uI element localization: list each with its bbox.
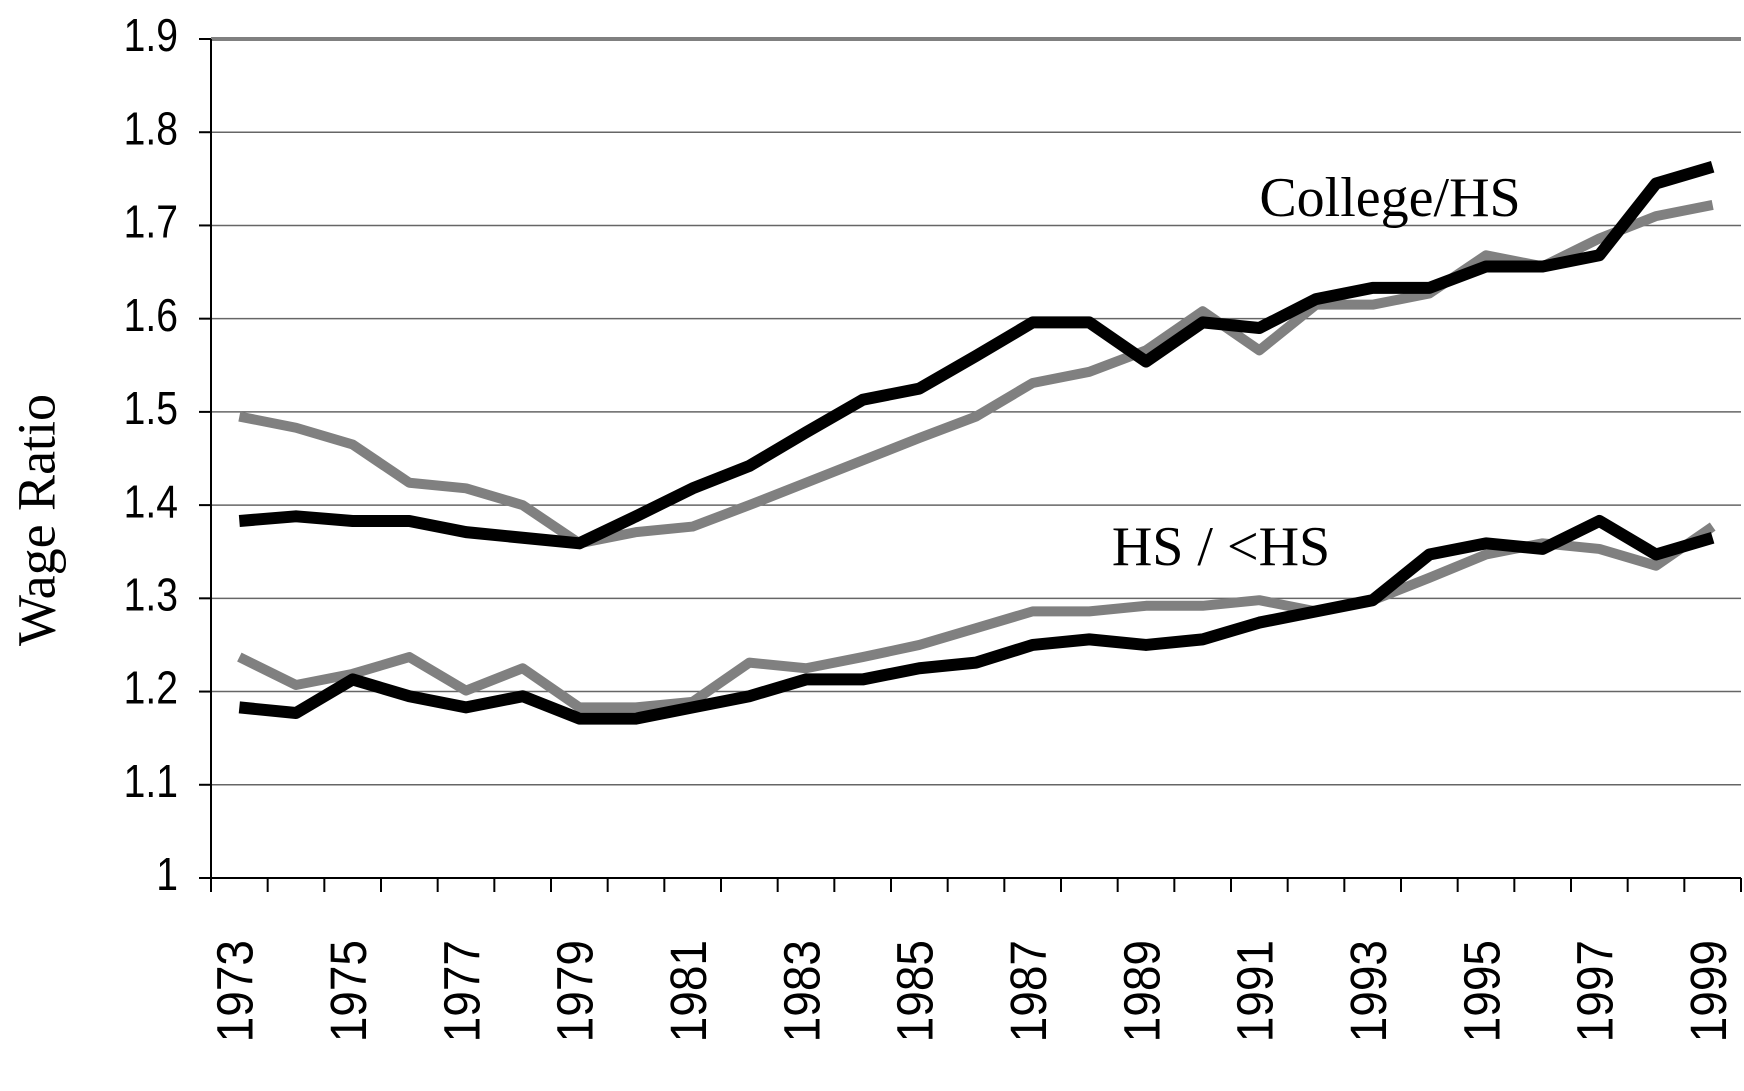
x-tick-label: 1979 xyxy=(548,940,605,1042)
x-tick-label: 1989 xyxy=(1114,940,1171,1042)
y-axis-title: Wage Ratio xyxy=(6,394,66,646)
y-tick-label: 1.7 xyxy=(124,197,178,249)
x-tick-label: 1973 xyxy=(208,940,265,1042)
series-line xyxy=(238,200,1714,549)
x-tick-label: 1987 xyxy=(1001,940,1058,1042)
x-tick-label: 1999 xyxy=(1681,940,1738,1042)
y-tick-label: 1.1 xyxy=(124,756,178,808)
x-tick-label: 1993 xyxy=(1341,940,1398,1042)
x-tick-label: 1995 xyxy=(1454,940,1511,1042)
y-tick-label: 1.9 xyxy=(124,10,178,62)
x-tick-label: 1985 xyxy=(888,940,945,1042)
x-tick-label: 1983 xyxy=(774,940,831,1042)
y-tick-label: 1.2 xyxy=(124,663,178,715)
y-tick-label: 1.3 xyxy=(124,570,178,622)
y-tick-label: 1.6 xyxy=(124,290,178,342)
x-tick-label: 1991 xyxy=(1228,940,1285,1042)
y-tick-label: 1.4 xyxy=(124,476,178,528)
series-line xyxy=(238,514,1715,725)
y-tick-label: 1.8 xyxy=(124,103,178,155)
x-tick-label: 1981 xyxy=(661,940,718,1042)
y-tick-label: 1.5 xyxy=(124,383,178,435)
x-tick-label: 1977 xyxy=(434,940,491,1042)
annotation: HS / <HS xyxy=(1112,516,1330,578)
annotation: College/HS xyxy=(1259,167,1520,229)
y-tick-label: 1 xyxy=(156,849,178,901)
series-line xyxy=(237,522,1716,713)
x-tick-label: 1997 xyxy=(1568,940,1625,1042)
series-line xyxy=(238,160,1715,550)
x-tick-label: 1975 xyxy=(321,940,378,1042)
